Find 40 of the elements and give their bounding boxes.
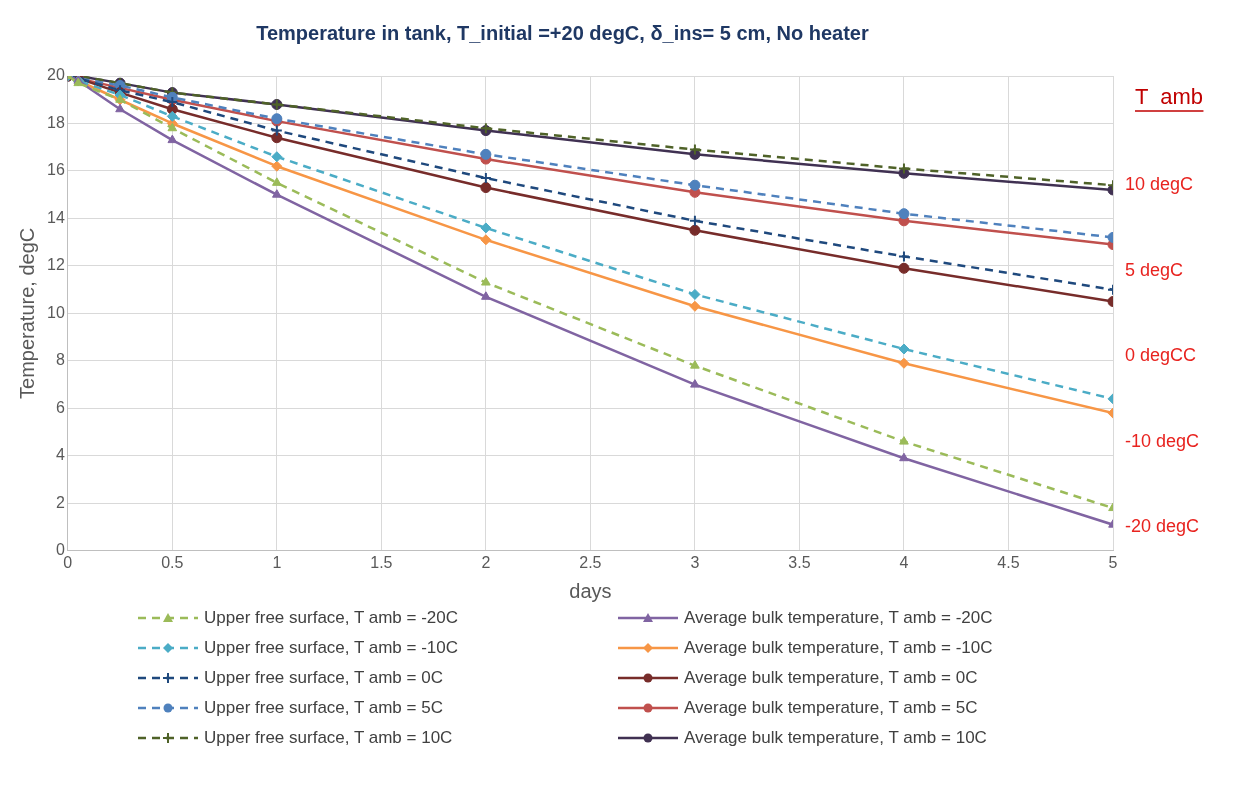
y-tick-label: 2	[55, 493, 65, 511]
x-tick-label: 4.5	[997, 553, 1020, 571]
x-tick-label: 2.5	[579, 553, 602, 571]
legend-label: Average bulk temperature, T amb = -20C	[684, 608, 993, 628]
text: 5 degC	[1125, 259, 1184, 280]
y-axis-title: Temperature, degC	[15, 227, 38, 399]
x-tick-label: 1.5	[370, 553, 393, 571]
x-tick-label: 3	[690, 553, 700, 571]
text: -10 degC	[1125, 430, 1200, 451]
legend-label: Average bulk temperature, T amb = 5C	[684, 698, 978, 718]
legend-label: Upper free surface, T amb = 0C	[204, 668, 443, 688]
y-tick-label: 12	[47, 256, 65, 274]
x-tick-label: 1	[272, 553, 282, 571]
legend-label: Average bulk temperature, T amb = 0C	[684, 668, 978, 688]
y-tick-label: 20	[47, 66, 65, 84]
x-tick-label: 2	[481, 553, 491, 571]
legend-label: Upper free surface, T amb = 5C	[204, 698, 443, 718]
y-tick-label: 18	[47, 113, 65, 131]
y-tick-label: 8	[55, 351, 65, 369]
x-axis-title: days	[569, 579, 612, 602]
text: T amb	[1135, 84, 1204, 110]
text: 0 degCC	[1125, 345, 1197, 366]
y-tick-label: 0	[55, 541, 65, 559]
legend-label: Upper free surface, T amb = 10C	[204, 728, 453, 748]
legend-label: Upper free surface, T amb = -10C	[204, 638, 459, 658]
text: 10 degC	[1125, 174, 1194, 195]
y-tick-label: 10	[47, 303, 65, 321]
y-tick-label: 14	[47, 208, 65, 226]
x-tick-label: 3.5	[788, 553, 811, 571]
y-tick-label: 4	[55, 446, 65, 464]
legend-label: Upper free surface, T amb = -20C	[204, 608, 459, 628]
text: -20 degC	[1125, 516, 1200, 537]
legend-label: Average bulk temperature, T amb = -10C	[684, 638, 993, 658]
x-tick-label: 0.5	[161, 553, 184, 571]
y-tick-label: 6	[55, 398, 65, 416]
x-tick-label: 5	[1108, 553, 1118, 571]
chart-title: Temperature in tank, T_initial =+20 degC, δ_ins= 5 cm, No heater	[256, 21, 869, 44]
legend-label: Average bulk temperature, T amb = 10C	[684, 728, 987, 748]
x-tick-label: 4	[899, 553, 909, 571]
y-tick-label: 16	[47, 161, 65, 179]
